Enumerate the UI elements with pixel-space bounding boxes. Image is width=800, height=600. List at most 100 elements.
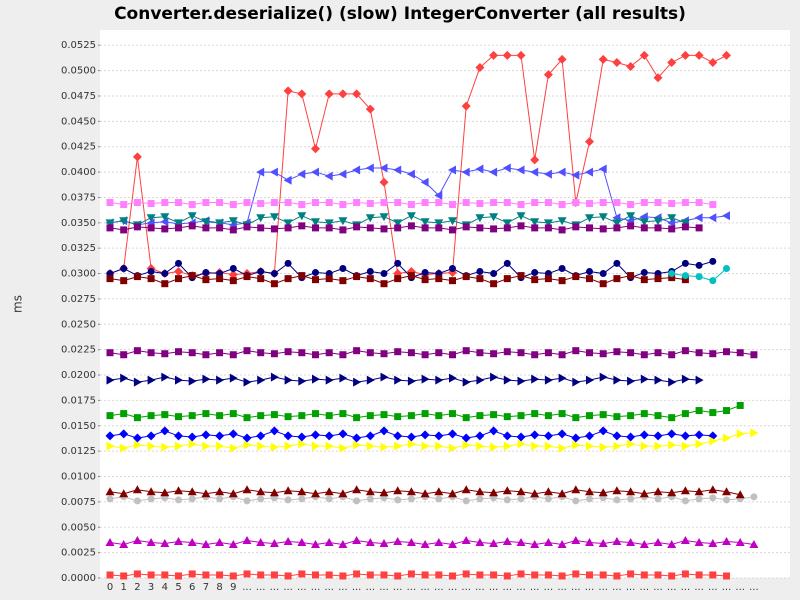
marker <box>353 273 361 281</box>
marker <box>394 375 403 385</box>
marker <box>353 570 361 578</box>
marker <box>229 443 238 453</box>
marker <box>476 375 485 385</box>
marker <box>407 349 415 357</box>
marker <box>201 430 211 440</box>
marker <box>531 224 539 232</box>
marker <box>297 212 307 221</box>
marker <box>312 269 319 277</box>
marker <box>366 375 375 385</box>
marker <box>599 442 608 452</box>
marker <box>694 50 704 60</box>
marker <box>572 273 580 281</box>
marker <box>626 537 636 546</box>
marker <box>120 201 128 209</box>
x-tick-label: ... <box>503 582 513 593</box>
marker <box>160 217 169 227</box>
marker <box>366 275 374 283</box>
marker <box>681 259 689 267</box>
marker <box>490 350 498 358</box>
marker <box>490 442 499 452</box>
marker <box>543 70 553 80</box>
marker <box>572 347 580 355</box>
marker <box>311 430 320 440</box>
marker <box>435 275 443 283</box>
marker <box>365 214 375 223</box>
marker <box>502 219 512 228</box>
marker <box>105 537 115 546</box>
marker <box>681 276 689 284</box>
marker <box>257 571 265 579</box>
marker <box>421 410 429 418</box>
x-tick-label: ... <box>708 582 718 593</box>
marker <box>188 272 196 280</box>
x-tick-label: ... <box>612 582 622 593</box>
marker <box>216 224 224 232</box>
marker <box>420 218 430 227</box>
marker <box>695 407 703 415</box>
marker <box>722 487 731 496</box>
marker <box>462 497 470 505</box>
marker <box>750 351 758 359</box>
marker <box>640 351 648 359</box>
marker <box>723 433 731 443</box>
marker <box>627 349 635 357</box>
x-tick-label: 4 <box>162 582 168 593</box>
marker <box>516 537 526 546</box>
marker <box>284 259 292 267</box>
marker <box>503 441 512 451</box>
marker <box>187 212 197 221</box>
marker <box>586 571 593 579</box>
marker <box>449 226 456 234</box>
marker <box>435 224 443 232</box>
marker <box>243 347 251 355</box>
marker <box>572 570 580 578</box>
marker <box>146 487 156 496</box>
marker <box>147 441 156 451</box>
y-tick-label: 0.0100 <box>61 472 96 483</box>
marker <box>407 376 416 386</box>
marker <box>243 440 252 450</box>
marker <box>120 226 128 234</box>
marker <box>421 351 429 359</box>
marker <box>558 264 566 272</box>
x-tick-label: ... <box>297 582 307 593</box>
marker <box>476 200 484 208</box>
marker <box>147 200 155 208</box>
marker <box>612 431 622 441</box>
y-tick-label: 0.0025 <box>61 548 96 559</box>
marker <box>325 441 334 451</box>
y-tick-label: 0.0125 <box>61 446 96 457</box>
marker <box>394 259 402 267</box>
marker <box>406 537 416 546</box>
marker <box>462 440 471 450</box>
marker <box>680 431 690 441</box>
marker <box>380 442 389 452</box>
marker <box>297 432 307 442</box>
marker <box>257 224 265 232</box>
marker <box>312 410 319 418</box>
marker <box>298 376 307 386</box>
marker <box>695 439 704 449</box>
marker <box>626 432 636 442</box>
y-tick-label: 0.0425 <box>61 142 96 153</box>
y-tick-label: 0.0250 <box>61 319 96 330</box>
marker <box>585 214 594 223</box>
marker <box>750 428 759 438</box>
marker <box>681 199 689 207</box>
marker <box>462 199 470 207</box>
marker <box>627 570 635 578</box>
marker <box>502 536 512 545</box>
marker <box>325 375 334 385</box>
marker <box>434 190 443 200</box>
marker <box>324 89 334 99</box>
marker <box>722 211 730 221</box>
marker <box>681 347 689 355</box>
marker <box>708 213 717 223</box>
marker <box>475 164 484 174</box>
series <box>106 428 759 453</box>
marker <box>133 497 141 505</box>
marker <box>723 496 730 504</box>
chart-title: Converter.deserialize() (slow) IntegerCo… <box>114 4 686 24</box>
marker <box>640 224 648 232</box>
